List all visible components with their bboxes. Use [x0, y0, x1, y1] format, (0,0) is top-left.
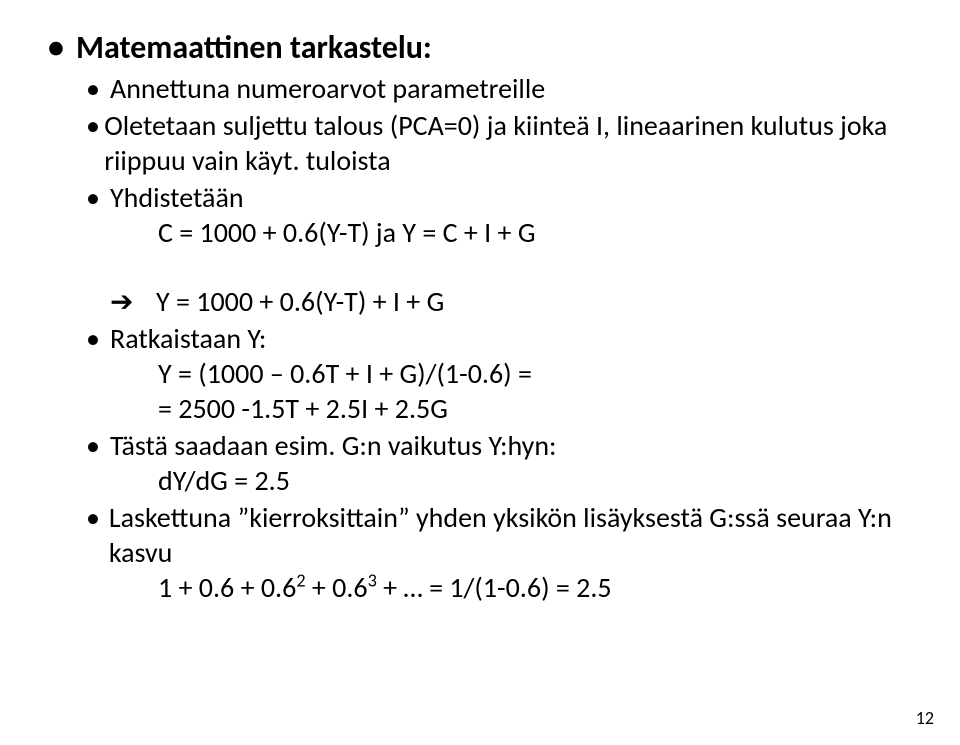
bullet-icon: •: [48, 28, 76, 67]
bullet-item: • Tästä saadaan esim. G:n vaikutus Y:hyn…: [86, 428, 920, 463]
superscript: 2: [296, 570, 305, 592]
bullet-icon: •: [86, 321, 110, 356]
sub-text: = 2500 -1.5T + 2.5I + 2.5G: [158, 391, 920, 426]
arrow-right-icon: ➔: [110, 285, 156, 318]
title-row: • Matemaattinen tarkastelu:: [48, 28, 920, 67]
sub-text: 1 + 0.6 + 0.62 + 0.63 + … = 1/(1-0.6) = …: [158, 570, 920, 605]
bullet-item: • Annettuna numeroarvot parametreille: [86, 71, 920, 106]
bullet-text: Tästä saadaan esim. G:n vaikutus Y:hyn:: [110, 428, 557, 463]
sub-text: C = 1000 + 0.6(Y-T) ja Y = C + I + G: [158, 215, 920, 250]
sub-text: Y = (1000 – 0.6T + I + G)/(1-0.6) =: [158, 356, 920, 391]
bullet-item: • Ratkaistaan Y:: [86, 321, 920, 356]
formula-part: + … = 1/(1-0.6) = 2.5: [377, 570, 612, 605]
bullet-icon: •: [86, 180, 110, 215]
arrow-item: ➔ Y = 1000 + 0.6(Y-T) + I + G: [110, 284, 920, 319]
bullet-text: Ratkaistaan Y:: [110, 321, 266, 356]
superscript: 3: [368, 570, 377, 592]
bullet-icon: •: [86, 108, 104, 143]
bullet-text: Yhdistetään: [110, 180, 244, 215]
bullet-text: Annettuna numeroarvot parametreille: [110, 71, 545, 106]
bullet-icon: •: [86, 428, 110, 463]
formula-part: 1 + 0.6 + 0.6: [158, 570, 296, 605]
slide-container: • Matemaattinen tarkastelu: • Annettuna …: [0, 0, 960, 745]
arrow-text: Y = 1000 + 0.6(Y-T) + I + G: [156, 284, 444, 319]
page-number: 12: [916, 707, 934, 729]
bullet-text: Laskettuna ”kierroksittain” yhden yksikö…: [109, 500, 920, 570]
sub-text: dY/dG = 2.5: [158, 463, 920, 498]
bullet-item: • Laskettuna ”kierroksittain” yhden yksi…: [86, 500, 920, 570]
slide-title: Matemaattinen tarkastelu:: [76, 28, 432, 67]
bullet-item: • Oletetaan suljettu talous (PCA=0) ja k…: [86, 108, 920, 178]
bullet-item: • Yhdistetään: [86, 180, 920, 215]
bullet-icon: •: [86, 500, 109, 535]
formula-part: + 0.6: [306, 570, 368, 605]
bullet-text: Oletetaan suljettu talous (PCA=0) ja kii…: [104, 108, 920, 178]
bullet-icon: •: [86, 71, 110, 106]
